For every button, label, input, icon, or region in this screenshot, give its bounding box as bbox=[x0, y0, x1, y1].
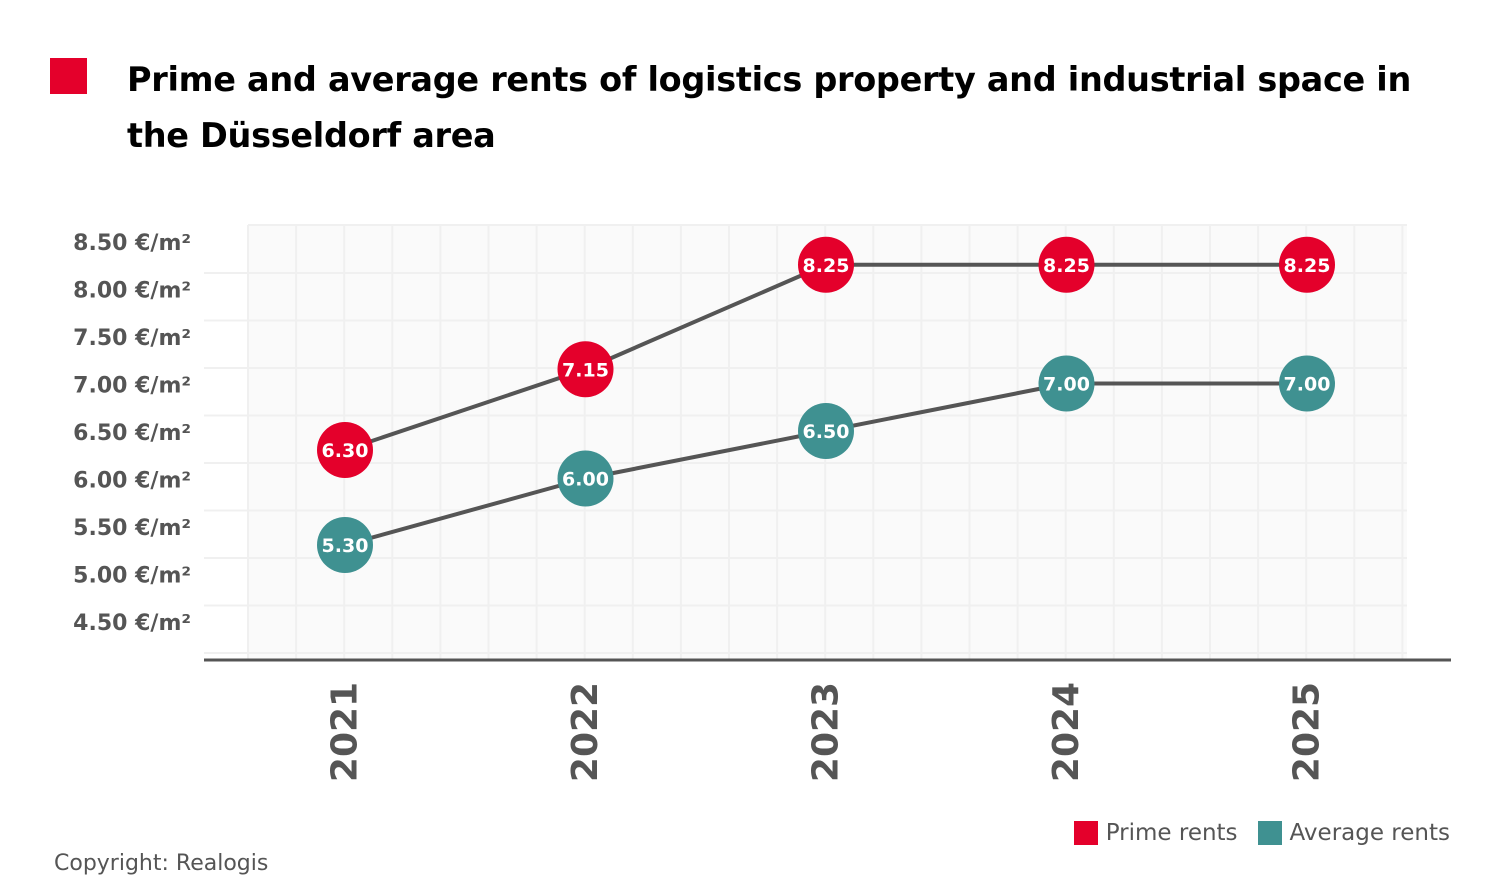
data-label-prime: 7.15 bbox=[562, 359, 609, 381]
legend-swatch-average-icon bbox=[1257, 821, 1282, 845]
data-point-average bbox=[1038, 355, 1095, 412]
legend-label-prime: Prime rents bbox=[1105, 820, 1238, 846]
data-label-prime: 6.30 bbox=[322, 440, 369, 462]
y-tick-label: 5.00 €/m² bbox=[73, 564, 191, 589]
y-tick-label: 6.00 €/m² bbox=[73, 469, 191, 494]
y-tick-label: 8.00 €/m² bbox=[73, 279, 191, 304]
data-point-prime bbox=[317, 422, 373, 478]
data-label-prime: 8.25 bbox=[1043, 255, 1090, 277]
legend-item-prime: Prime rents bbox=[1073, 820, 1238, 846]
y-tick-label: 5.50 €/m² bbox=[73, 516, 191, 541]
data-label-prime: 8.25 bbox=[1284, 255, 1331, 277]
title-marker-icon bbox=[50, 58, 87, 94]
legend-swatch-prime-icon bbox=[1073, 821, 1098, 845]
x-tick-label: 2021 bbox=[325, 682, 366, 782]
data-label-average: 6.00 bbox=[562, 469, 609, 491]
data-point-prime bbox=[557, 341, 614, 398]
x-tick-label: 2022 bbox=[565, 682, 606, 782]
x-tick-label: 2024 bbox=[1046, 682, 1087, 782]
legend-label-average: Average rents bbox=[1289, 820, 1450, 846]
chart-title: Prime and average rents of logistics pro… bbox=[127, 60, 1412, 155]
data-point-prime bbox=[1279, 236, 1335, 293]
data-label-average: 7.00 bbox=[1284, 374, 1331, 396]
data-point-average bbox=[557, 450, 614, 507]
y-tick-label: 6.50 €/m² bbox=[73, 421, 191, 446]
data-point-average bbox=[798, 403, 854, 459]
data-point-prime bbox=[1038, 236, 1095, 293]
legend-item-average: Average rents bbox=[1257, 820, 1450, 846]
legend: Prime rents Average rents bbox=[1054, 820, 1450, 846]
data-label-average: 5.30 bbox=[322, 535, 369, 557]
data-point-prime bbox=[798, 236, 854, 293]
data-point-average bbox=[317, 517, 373, 573]
y-tick-label: 4.50 €/m² bbox=[73, 611, 191, 636]
y-tick-label: 7.00 €/m² bbox=[73, 374, 191, 399]
data-label-prime: 8.25 bbox=[803, 255, 850, 277]
data-point-average bbox=[1279, 355, 1335, 412]
y-tick-label: 7.50 €/m² bbox=[73, 326, 191, 351]
data-label-average: 6.50 bbox=[803, 421, 850, 443]
x-tick-label: 2023 bbox=[806, 682, 847, 782]
x-tick-label: 2025 bbox=[1287, 682, 1328, 782]
y-tick-label: 8.50 €/m² bbox=[73, 231, 191, 256]
data-label-average: 7.00 bbox=[1043, 374, 1090, 396]
copyright-text: Copyright: Realogis bbox=[54, 851, 269, 876]
